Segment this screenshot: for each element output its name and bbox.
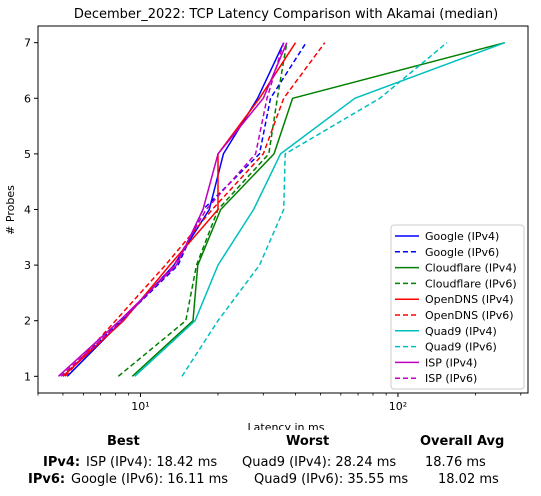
ipv4-row-label: IPv4: — [43, 455, 81, 470]
y-tick-label: 6 — [24, 92, 31, 105]
legend-label: Cloudflare (IPv4) — [425, 262, 517, 275]
legend-label: Google (IPv4) — [425, 230, 499, 243]
legend-label: Quad9 (IPv6) — [425, 341, 497, 354]
legend-label: Cloudflare (IPv6) — [425, 277, 517, 290]
ipv6-row-label: IPv6: — [28, 472, 66, 487]
y-axis-label: # Probes — [4, 185, 17, 235]
y-tick-label: 4 — [24, 204, 31, 217]
axes: 1 2 3 4 5 6 7 10¹ 10² — [24, 37, 522, 413]
y-tick-label: 7 — [24, 37, 31, 50]
y-tick-label: 2 — [24, 315, 31, 328]
ipv4-avg: 18.76 ms — [425, 455, 486, 470]
chart-title: December_2022: TCP Latency Comparison wi… — [74, 7, 498, 22]
ipv4-worst: Quad9 (IPv4): 28.24 ms — [242, 455, 397, 470]
y-tick-label: 3 — [24, 259, 31, 272]
series-lines — [57, 41, 506, 377]
legend-label: OpenDNS (IPv4) — [425, 293, 514, 306]
legend-label: ISP (IPv6) — [425, 372, 477, 385]
latency-chart: December_2022: TCP Latency Comparison wi… — [4, 7, 529, 430]
legend-label: Quad9 (IPv4) — [425, 325, 497, 338]
ipv6-worst: Quad9 (IPv6): 35.55 ms — [254, 472, 409, 487]
y-tick-label: 1 — [24, 370, 31, 383]
series-line-8 — [57, 42, 288, 377]
ipv6-avg: 18.02 ms — [438, 472, 499, 487]
series-line-6 — [134, 41, 506, 377]
legend-label: OpenDNS (IPv6) — [425, 309, 514, 322]
overall-avg-header: Overall Avg — [420, 434, 505, 449]
series-line-7 — [181, 42, 448, 377]
series-line-2 — [131, 41, 505, 377]
ipv6-best: Google (IPv6): 16.11 ms — [71, 472, 229, 487]
legend-label: ISP (IPv4) — [425, 356, 477, 369]
worst-header: Worst — [286, 434, 330, 449]
legend-label: Google (IPv6) — [425, 246, 499, 259]
series-line-9 — [60, 42, 285, 377]
series-line-5 — [64, 42, 326, 377]
legend-box — [390, 224, 525, 390]
x-tick-label: 10¹ — [131, 400, 149, 413]
y-tick-label: 5 — [24, 148, 31, 161]
x-tick-label: 10² — [389, 400, 407, 413]
legend: Google (IPv4) Google (IPv6) Cloudflare (IP… — [390, 224, 525, 390]
best-header: Best — [107, 434, 140, 449]
series-line-4 — [62, 42, 297, 377]
x-axis-label: Latency in ms — [248, 421, 325, 430]
ipv4-best: ISP (IPv4): 18.42 ms — [86, 455, 218, 470]
